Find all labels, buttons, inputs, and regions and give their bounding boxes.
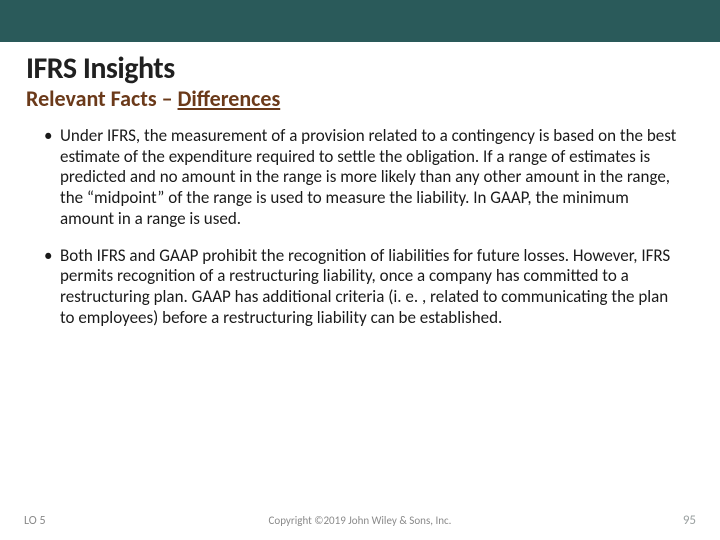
bullet-list: Under IFRS, the measurement of a provisi…	[26, 126, 694, 329]
subtitle-underlined: Differences	[178, 85, 281, 112]
slide-footer: LO 5 Copyright ©2019 John Wiley & Sons, …	[0, 513, 720, 528]
bullet-text: Under IFRS, the measurement of a provisi…	[60, 125, 676, 229]
slide-content: IFRS Insights Relevant Facts – Differenc…	[0, 42, 720, 329]
list-item: Both IFRS and GAAP prohibit the recognit…	[44, 246, 684, 329]
subtitle-plain: Relevant Facts –	[26, 85, 178, 112]
learning-objective-label: LO 5	[24, 514, 46, 528]
copyright-text: Copyright ©2019 John Wiley & Sons, Inc.	[269, 514, 452, 527]
top-bar	[0, 0, 720, 42]
page-title: IFRS Insights	[26, 50, 694, 87]
list-item: Under IFRS, the measurement of a provisi…	[44, 126, 684, 230]
bullet-text: Both IFRS and GAAP prohibit the recognit…	[60, 245, 670, 328]
page-subtitle: Relevant Facts – Differences	[26, 85, 694, 112]
page-number: 95	[683, 513, 696, 528]
